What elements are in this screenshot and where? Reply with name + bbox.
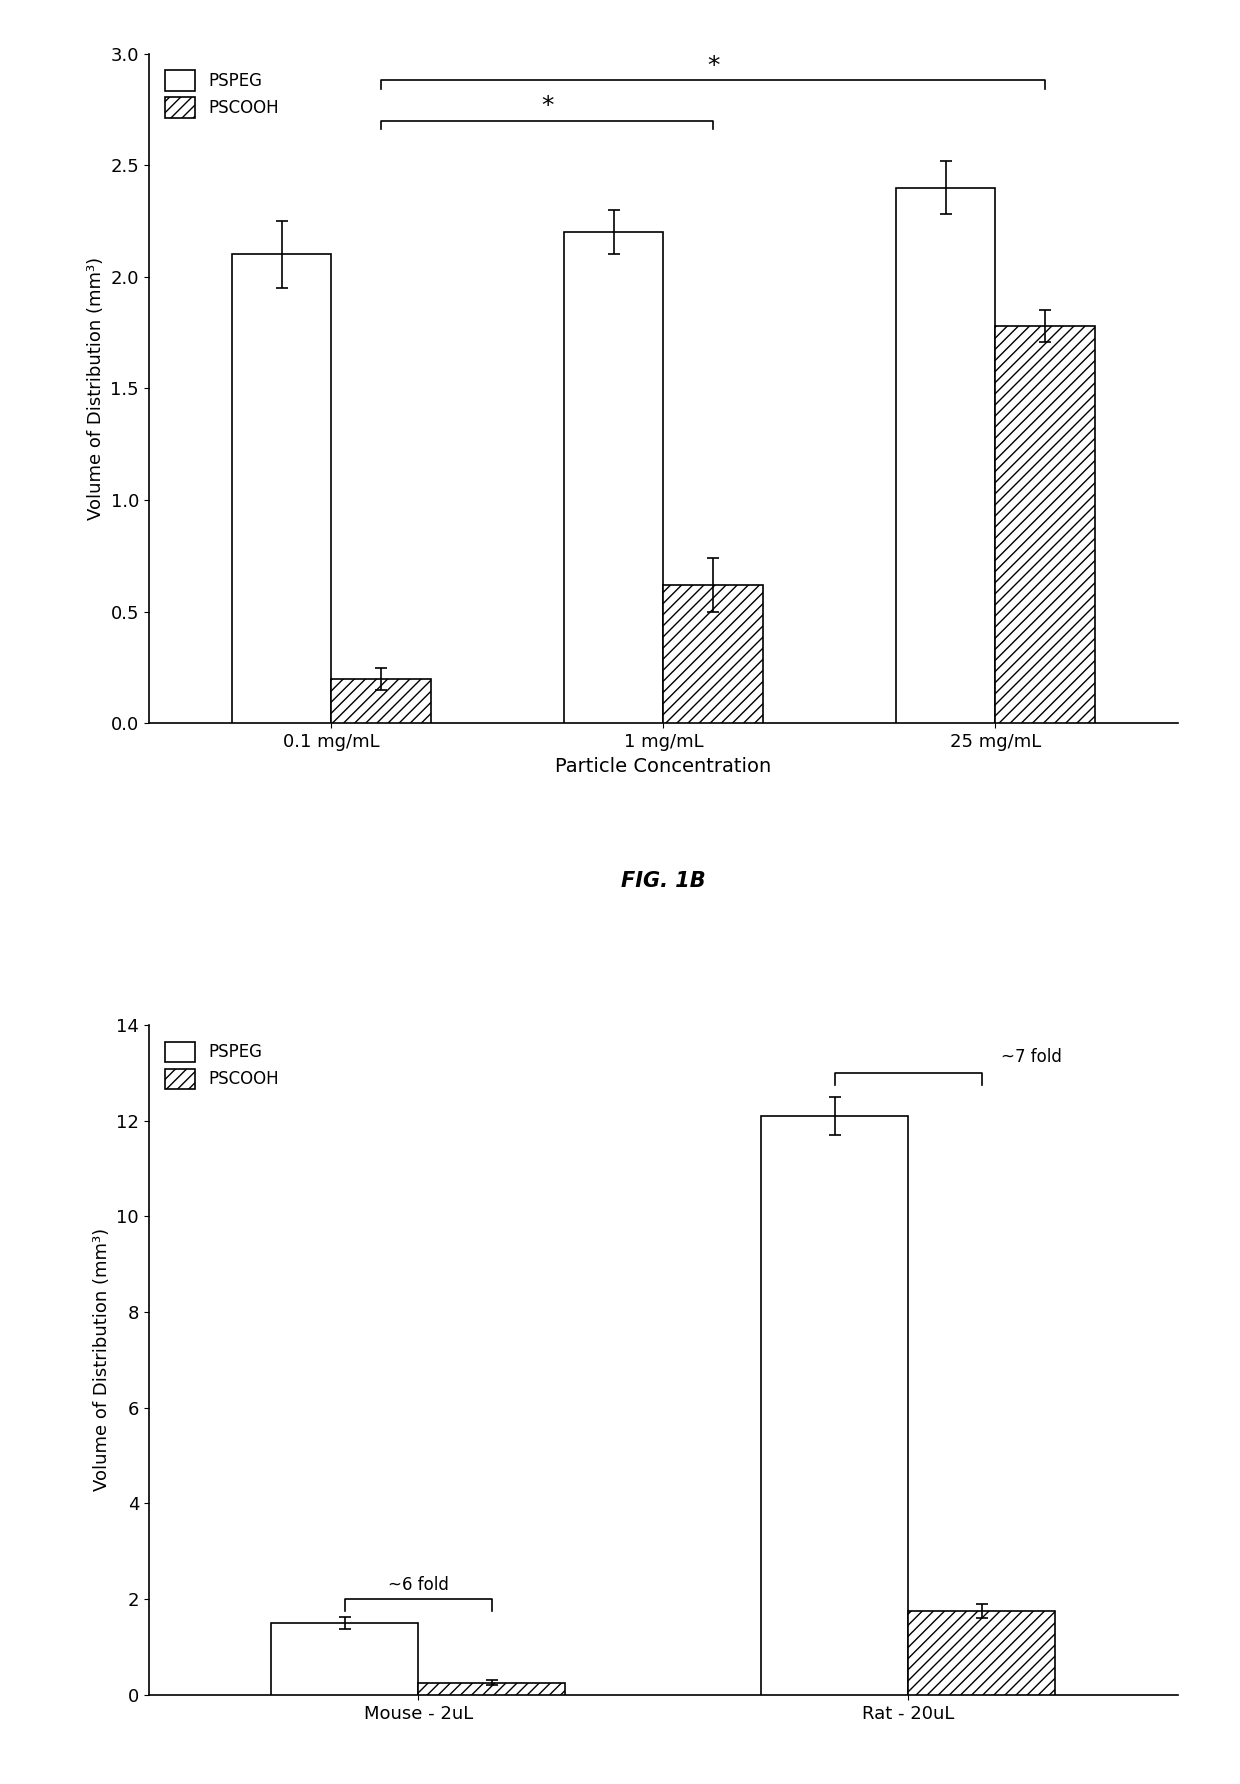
Y-axis label: Volume of Distribution (mm³): Volume of Distribution (mm³) [87,257,104,521]
Text: *: * [541,95,553,118]
Text: ~7 fold: ~7 fold [1001,1047,1061,1065]
Bar [895,187,996,724]
Text: FIG. 1B: FIG. 1B [621,871,706,890]
Text: ~6 fold: ~6 fold [388,1577,449,1595]
Bar [996,326,1095,724]
Bar [272,1623,418,1695]
Y-axis label: Volume of Distribution (mm³): Volume of Distribution (mm³) [93,1227,110,1491]
Bar [663,585,763,724]
Bar [418,1682,565,1695]
Legend: PSPEG, PSCOOH: PSPEG, PSCOOH [157,1033,288,1097]
X-axis label: Particle Concentration: Particle Concentration [556,756,771,776]
Text: *: * [707,54,719,78]
Bar [232,255,331,724]
Bar [761,1115,909,1695]
Legend: PSPEG, PSCOOH: PSPEG, PSCOOH [157,62,288,127]
Bar [909,1611,1055,1695]
Bar [564,232,663,724]
Bar [331,678,432,724]
